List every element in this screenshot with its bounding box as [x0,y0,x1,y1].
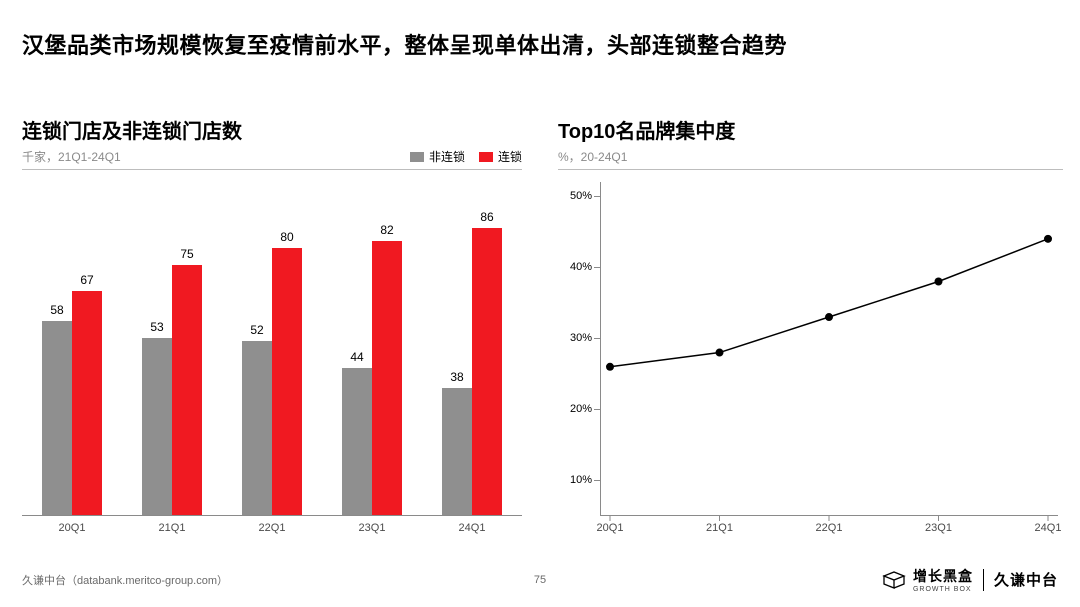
legend-item: 非连锁 [410,148,465,165]
y-tick-mark [594,267,600,268]
legend-swatch [479,152,493,162]
y-tick-label: 20% [570,403,592,415]
x-axis-label: 24Q1 [1035,522,1062,534]
bar-chart-plot: 58675375528044823886 [22,182,522,516]
y-tick-mark [594,409,600,410]
line-path [610,239,1048,367]
line-marker [606,363,614,371]
footer-brands: 增长黑盒 GROWTH BOX 久谦中台 [881,566,1058,593]
footer-divider [983,569,984,591]
x-axis-label: 24Q1 [459,522,486,534]
y-tick-label: 40% [570,261,592,273]
bar-chart-section: 连锁门店及非连锁门店数 千家，21Q1-24Q1 非连锁连锁 586753755… [22,115,522,542]
bar-group: 3886 [440,228,504,515]
legend-label: 连锁 [498,148,522,165]
bar-value-label: 80 [280,230,293,244]
line-chart-plot: 10%20%30%40%50% [600,182,1058,516]
brand1-main: 增长黑盒 [913,566,973,586]
x-axis-label: 20Q1 [59,522,86,534]
x-axis-label: 21Q1 [706,522,733,534]
bar: 38 [442,388,472,515]
bar: 53 [142,338,172,515]
bar-value-label: 86 [480,210,493,224]
bar-value-label: 44 [350,350,363,364]
y-tick-mark [594,480,600,481]
bar: 80 [272,248,302,515]
bar-value-label: 67 [80,273,93,287]
bar-chart: 58675375528044823886 20Q121Q122Q123Q124Q… [22,182,522,542]
bar: 44 [342,368,372,515]
bar: 82 [372,241,402,515]
bar: 67 [72,291,102,515]
bar: 86 [472,228,502,515]
line-chart-header-row: %，20-24Q1 [558,148,1063,170]
x-axis-label: 23Q1 [925,522,952,534]
footer-source: 久谦中台（databank.meritco-group.com） [22,572,228,588]
line-marker [1044,235,1052,243]
y-tick-mark [594,338,600,339]
x-axis-label: 23Q1 [359,522,386,534]
line-chart-section: Top10名品牌集中度 %，20-24Q1 10%20%30%40%50% 20… [558,115,1063,542]
line-marker [935,277,943,285]
brand2: 久谦中台 [994,569,1058,590]
x-axis-label: 20Q1 [597,522,624,534]
bar-chart-subtitle: 千家，21Q1-24Q1 [22,148,121,165]
x-axis-label: 22Q1 [259,522,286,534]
bar-value-label: 38 [450,370,463,384]
legend-label: 非连锁 [429,148,465,165]
brand-growth-box: 增长黑盒 GROWTH BOX [881,566,973,593]
bar-value-label: 58 [50,303,63,317]
bar-group: 5375 [140,265,204,516]
line-chart-title: Top10名品牌集中度 [558,115,1063,144]
line-chart: 10%20%30%40%50% 20Q121Q122Q123Q124Q1 [558,182,1063,542]
line-marker [716,349,724,357]
line-chart-subtitle: %，20-24Q1 [558,148,627,165]
x-axis-label: 22Q1 [816,522,843,534]
line-marker [825,313,833,321]
box-icon [881,570,907,590]
line-chart-x-axis: 20Q121Q122Q123Q124Q1 [600,516,1058,542]
bar-group: 5867 [40,291,104,515]
x-axis-label: 21Q1 [159,522,186,534]
y-tick-label: 50% [570,190,592,202]
y-tick-mark [594,196,600,197]
line-chart-svg [600,182,1058,516]
bar-value-label: 53 [150,320,163,334]
bar-chart-x-axis: 20Q1 21Q1 22Q1 23Q1 24Q1 [22,516,522,542]
footer: 久谦中台（databank.meritco-group.com） 75 增长黑盒… [22,566,1058,593]
bar-value-label: 82 [380,223,393,237]
bar-value-label: 75 [180,247,193,261]
legend-swatch [410,152,424,162]
bar-group: 4482 [340,241,404,515]
bar-chart-legend: 非连锁 连锁 [410,148,522,165]
bar: 75 [172,265,202,516]
y-tick-label: 30% [570,332,592,344]
bar-chart-header-row: 千家，21Q1-24Q1 非连锁 连锁 [22,148,522,170]
bar-chart-title: 连锁门店及非连锁门店数 [22,115,522,144]
page-number: 75 [534,574,546,586]
y-tick-label: 10% [570,474,592,486]
bar: 58 [42,321,72,515]
legend-item: 连锁 [479,148,522,165]
bar: 52 [242,341,272,515]
page-title: 汉堡品类市场规模恢复至疫情前水平，整体呈现单体出清，头部连锁整合趋势 [22,28,787,60]
brand1-sub: GROWTH BOX [913,586,973,593]
bar-group: 5280 [240,248,304,515]
bar-value-label: 52 [250,323,263,337]
